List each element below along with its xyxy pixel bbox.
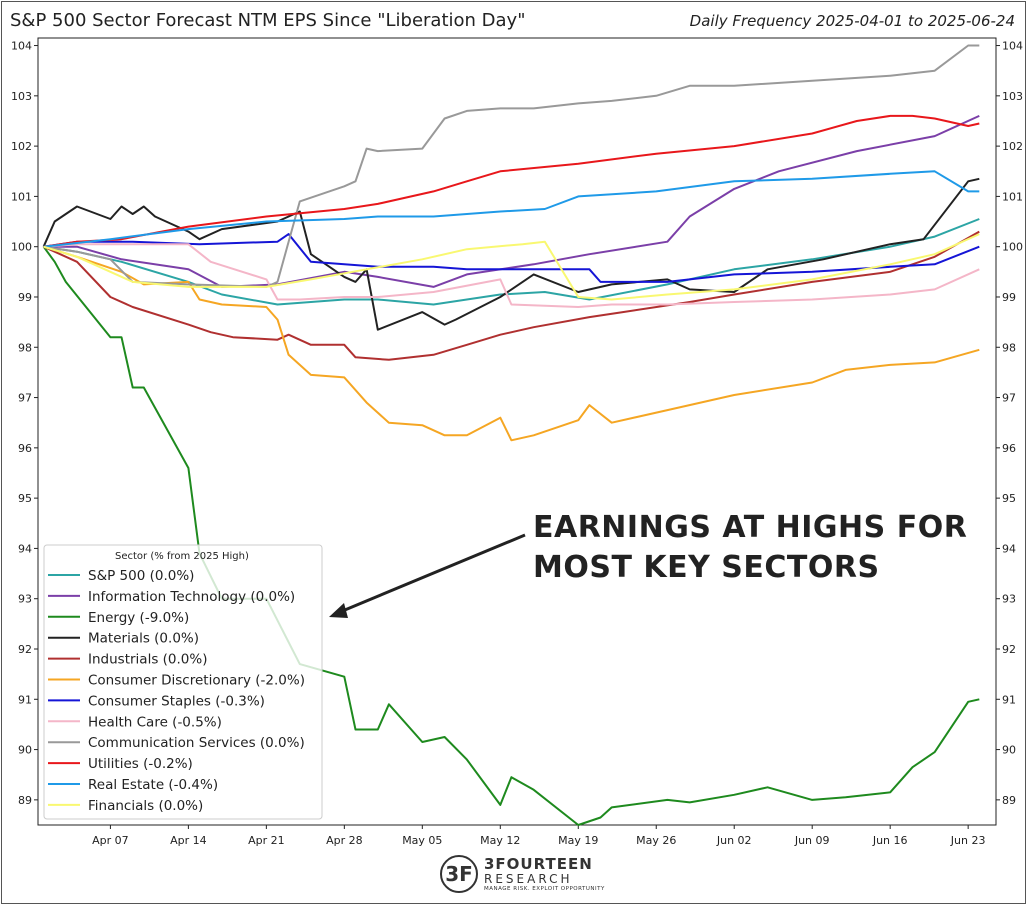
series-line: [43, 114, 980, 288]
series-line: [43, 44, 980, 288]
x-tick-label: May 05: [402, 834, 442, 847]
series-line: [43, 245, 980, 442]
y-tick-label: 96: [18, 442, 32, 455]
logo-mark-icon: 3F: [440, 855, 478, 893]
logo-tagline: MANAGE RISK. EXPLOIT OPPORTUNITY: [484, 886, 605, 892]
y-tick-label: 95: [18, 492, 32, 505]
x-tick-label: Apr 21: [248, 834, 285, 847]
legend-label: Real Estate (-0.4%): [88, 777, 218, 793]
y-tick-label: 92: [18, 643, 32, 656]
y-tick-label-right: 91: [1002, 693, 1016, 706]
chart-title: S&P 500 Sector Forecast NTM EPS Since "L…: [10, 10, 526, 31]
y-tick-label-right: 101: [1002, 190, 1023, 203]
y-tick-label: 100: [11, 241, 32, 254]
brand-logo: 3F 3FOURTEEN RESEARCH MANAGE RISK. EXPLO…: [440, 853, 604, 897]
y-tick-label: 103: [11, 90, 32, 103]
y-tick-label-right: 102: [1002, 140, 1023, 153]
series-line: [42, 177, 980, 331]
legend-items: S&P 500 (0.0%) Information Technology (0.…: [48, 568, 305, 814]
legend-label: Materials (0.0%): [88, 631, 199, 647]
y-tick-label: 104: [11, 40, 32, 53]
annotation-line1: EARNINGS AT HIGHS FOR: [533, 510, 967, 545]
x-axis: Apr 07 Apr 14 Apr 21 Apr 28 May 05 May 12 May …: [92, 825, 985, 847]
legend-label: Consumer Staples (-0.3%): [88, 693, 265, 709]
chart-subtitle: Daily Frequency 2025-04-01 to 2025-06-24: [689, 12, 1015, 30]
x-tick-label: Apr 14: [170, 834, 207, 847]
annotation: EARNINGS AT HIGHS FOR MOST KEY SECTORS: [329, 510, 967, 618]
y-tick-label-right: 95: [1002, 492, 1016, 505]
x-tick-label: Jun 02: [716, 834, 752, 847]
y-tick-label-right: 104: [1002, 40, 1023, 53]
legend-label: Energy (-9.0%): [88, 610, 189, 626]
y-tick-label-right: 93: [1002, 593, 1016, 606]
series-line: [43, 243, 980, 308]
x-tick-label: Apr 07: [92, 834, 129, 847]
series-line: [43, 230, 980, 361]
y-tick-label-right: 103: [1002, 90, 1023, 103]
y-tick-label-right: 98: [1002, 341, 1016, 354]
series-lines: [42, 44, 980, 826]
y-tick-label: 99: [18, 291, 32, 304]
y-tick-label-right: 100: [1002, 241, 1023, 254]
annotation-arrowhead: [329, 603, 348, 618]
x-tick-label: May 12: [480, 834, 520, 847]
y-tick-label-right: 96: [1002, 442, 1016, 455]
series-line: [43, 114, 980, 248]
legend-label: Industrials (0.0%): [88, 652, 207, 668]
series-line: [43, 233, 980, 283]
series-line: [43, 170, 980, 248]
legend-label: Utilities (-0.2%): [88, 756, 193, 772]
legend-title: Sector (% from 2025 High): [115, 551, 249, 562]
y-tick-label: 89: [18, 794, 32, 807]
x-tick-label: Jun 16: [872, 834, 908, 847]
y-tick-label: 101: [11, 190, 32, 203]
legend-label: Information Technology (0.0%): [88, 589, 295, 605]
y-tick-label: 102: [11, 140, 32, 153]
x-tick-label: May 19: [558, 834, 598, 847]
annotation-line2: MOST KEY SECTORS: [533, 550, 880, 585]
series-line: [43, 218, 980, 306]
y-tick-label: 90: [18, 744, 32, 757]
x-tick-label: May 26: [636, 834, 676, 847]
y-tick-label: 93: [18, 593, 32, 606]
x-tick-label: Jun 09: [794, 834, 830, 847]
legend-label: Communication Services (0.0%): [88, 735, 305, 751]
y-tick-label: 94: [18, 542, 32, 555]
series-line: [42, 246, 980, 826]
legend: Sector (% from 2025 High) S&P 500 (0.0%)…: [43, 544, 323, 820]
y-tick-label-right: 97: [1002, 392, 1016, 405]
y-tick-label-right: 94: [1002, 542, 1016, 555]
series-line: [43, 233, 980, 301]
annotation-arrow: [339, 533, 526, 614]
legend-label: S&P 500 (0.0%): [88, 568, 194, 584]
x-tick-label: Apr 28: [326, 834, 363, 847]
y-axis-left: 89 90 91 92 93 94 95 96 97 98 99 100 101 102 103 104: [11, 40, 38, 807]
y-tick-label: 97: [18, 392, 32, 405]
y-axis-right: 89 90 91 92 93 94 95 96 97 98 99 100 101 102 103 104: [996, 40, 1023, 807]
y-tick-label: 98: [18, 341, 32, 354]
y-tick-label-right: 99: [1002, 291, 1016, 304]
legend-label: Health Care (-0.5%): [88, 714, 222, 730]
y-tick-label-right: 92: [1002, 643, 1016, 656]
plot-area: [37, 37, 997, 826]
y-tick-label-right: 90: [1002, 744, 1016, 757]
legend-box: [43, 544, 323, 820]
legend-label: Consumer Discretionary (-2.0%): [88, 673, 305, 689]
y-tick-label: 91: [18, 693, 32, 706]
logo-name: 3FOURTEEN: [484, 855, 593, 873]
x-tick-label: Jun 23: [950, 834, 986, 847]
legend-label: Financials (0.0%): [88, 798, 203, 814]
y-tick-label-right: 89: [1002, 794, 1016, 807]
logo-subtitle: RESEARCH: [484, 872, 573, 886]
